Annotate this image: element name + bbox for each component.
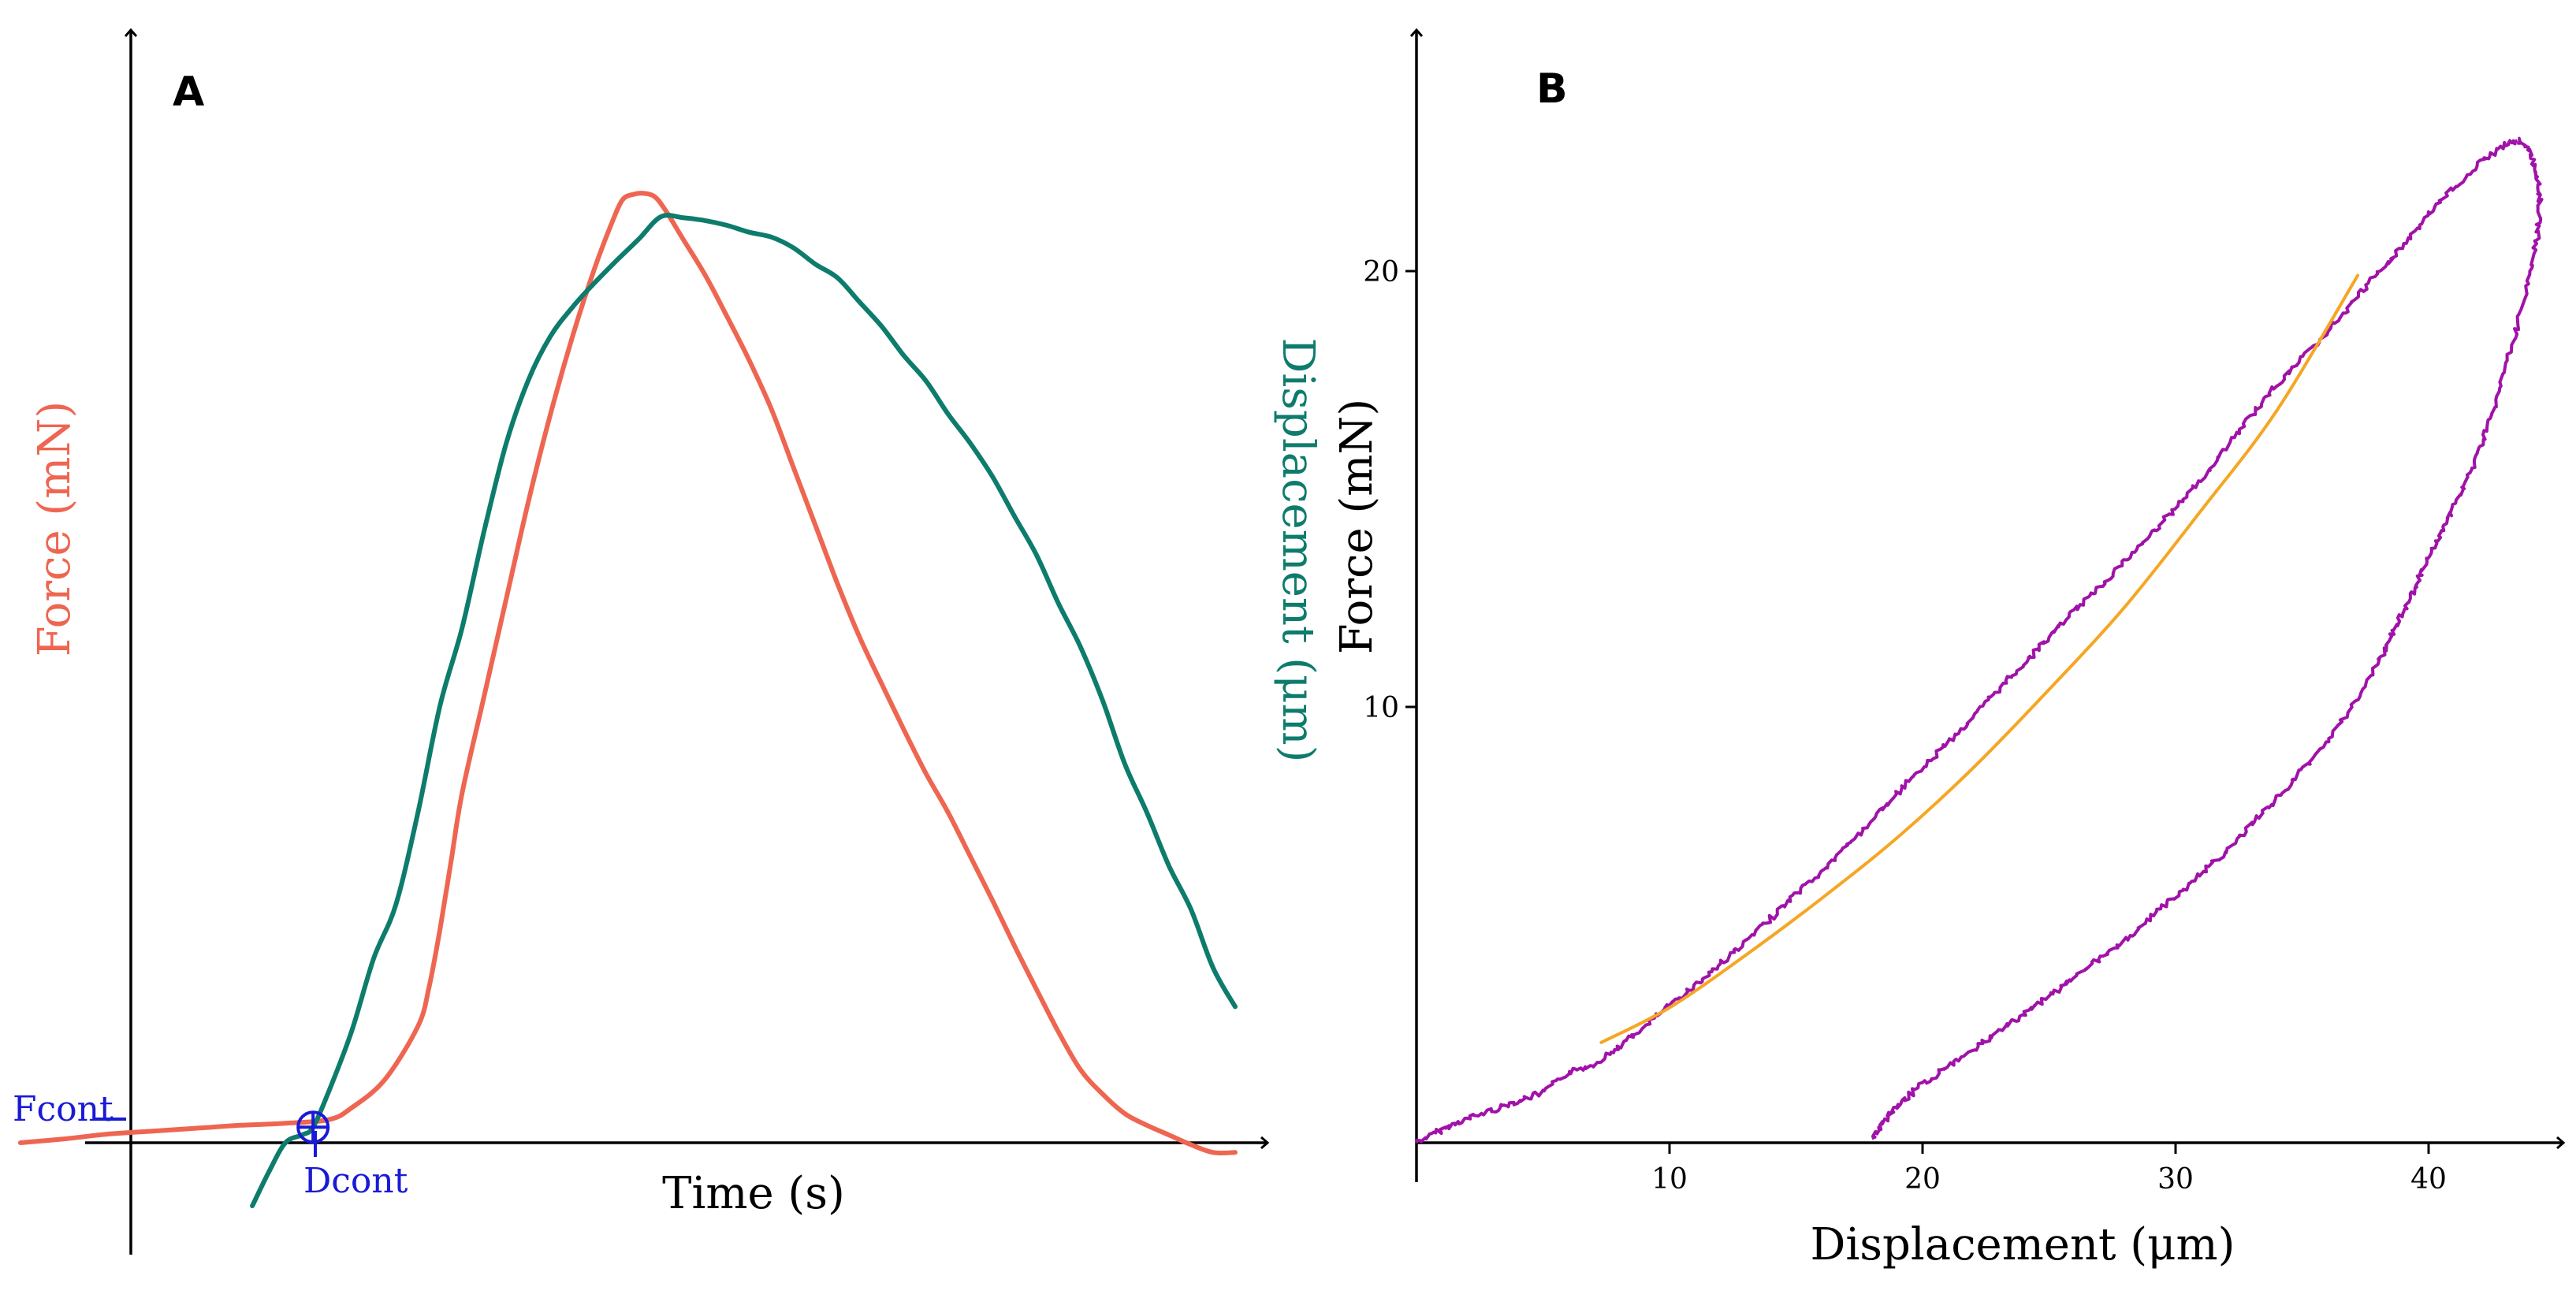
- panel-a-displacement-curve: [250, 213, 1238, 1209]
- y-tick-label: 10: [1363, 692, 1399, 724]
- panel-b-x-ticks: 10 20 30 40: [1651, 1143, 2447, 1196]
- x-tick-label: 10: [1651, 1163, 1688, 1196]
- fcont-label: Fcont: [13, 1089, 114, 1129]
- panel-a-force-curve: [17, 191, 1238, 1156]
- panel-b: B 10 20 30 40 10 20 Displacement (μm) Force …: [1331, 28, 2566, 1270]
- panel-b-fit-line: [1599, 273, 2360, 1044]
- panel-b-loading-curve: [1415, 139, 2518, 1144]
- dcont-label: Dcont: [303, 1161, 408, 1201]
- contact-point-marker: [296, 1110, 330, 1144]
- panel-b-unloading-curve: [1871, 136, 2544, 1140]
- x-tick-label: 20: [1904, 1163, 1941, 1196]
- panel-a-label: A: [173, 69, 204, 116]
- panel-a-right-axis-title: Displacement (μm): [1272, 338, 1323, 763]
- panel-a-x-axis-title: Time (s): [662, 1168, 845, 1219]
- panel-b-label: B: [1536, 65, 1568, 113]
- panel-a: A Time (s) Force (mN) Displacement (μm) …: [13, 28, 1323, 1255]
- panel-b-y-axis-title: Force (mN): [1331, 399, 1383, 654]
- panel-b-y-ticks: 10 20: [1363, 256, 1416, 724]
- panel-a-left-axis-title: Force (mN): [29, 401, 80, 656]
- y-tick-label: 20: [1363, 256, 1399, 288]
- panel-b-x-axis-title: Displacement (μm): [1811, 1219, 2235, 1270]
- x-tick-label: 40: [2410, 1163, 2447, 1196]
- x-tick-label: 30: [2157, 1163, 2194, 1196]
